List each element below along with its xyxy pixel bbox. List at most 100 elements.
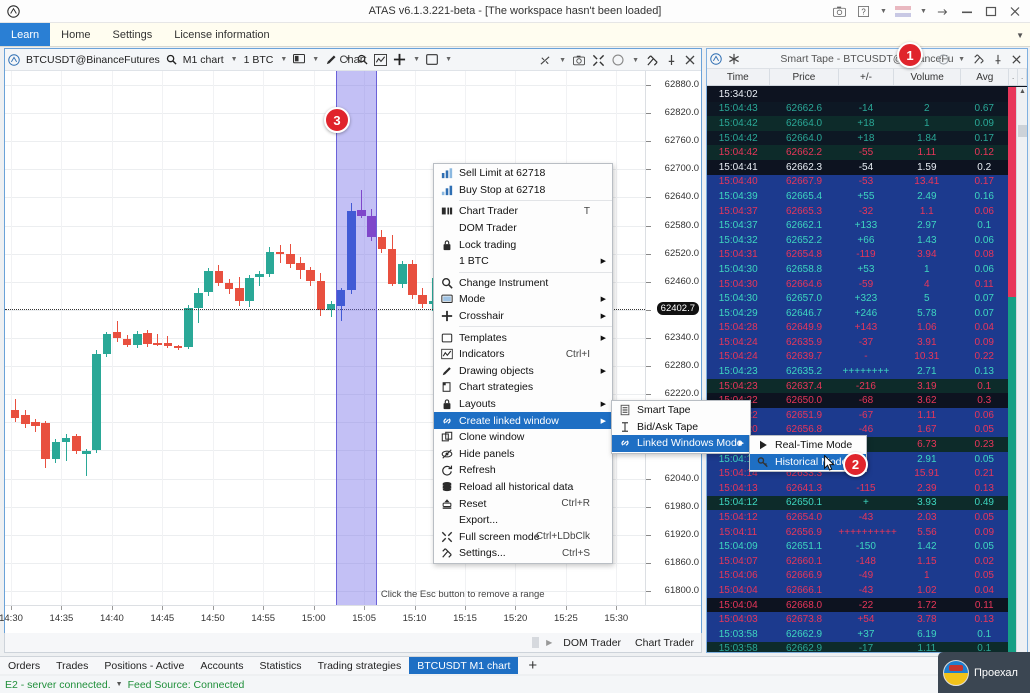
tape-row[interactable]: 15:04:30 62657.0 +323 5 0.07 <box>707 291 1008 306</box>
menu-item-bid-ask-tape[interactable]: Bid/Ask Tape <box>612 419 750 436</box>
tape-row[interactable]: 15:04:24 62639.7 - 10.31 0.22 <box>707 349 1008 365</box>
bottom-tab-btcusdt-m1-chart[interactable]: BTCUSDT M1 chart <box>409 657 519 674</box>
maximize-icon[interactable] <box>980 1 1002 22</box>
tape-row[interactable]: 15:04:37 62665.3 -32 1.1 0.06 <box>707 203 1008 219</box>
menu-item-clone-window[interactable]: Clone window <box>434 429 612 446</box>
menu-item-dom-trader[interactable]: DOM Trader <box>434 220 612 237</box>
chart-context-menu[interactable]: Sell Limit at 62718 Buy Stop at 62718 Char… <box>433 163 613 564</box>
smart-tape-rows[interactable]: 15:34:02 15:04:43 62662.6 -14 2 0.67 15:04:42 6… <box>707 87 1008 652</box>
quantity-caret-icon[interactable]: ▼ <box>280 56 288 63</box>
scrollbar-thumb[interactable] <box>1018 125 1027 137</box>
menu-item-real-time-mode[interactable]: Real-Time Mode <box>750 437 866 454</box>
menu-item-chart-strategies[interactable]: Chart strategies <box>434 379 612 396</box>
menu-item-refresh[interactable]: Refresh <box>434 462 612 479</box>
asterisk-icon[interactable] <box>725 48 743 70</box>
settings-icon[interactable] <box>970 48 988 70</box>
bottom-tab-accounts[interactable]: Accounts <box>200 659 244 672</box>
tape-row[interactable]: 15:04:41 62662.3 -54 1.59 0.2 <box>707 159 1008 175</box>
column-header-avg[interactable]: Avg <box>961 69 1010 85</box>
column-header-time[interactable]: Time <box>707 69 770 85</box>
pencil-icon[interactable] <box>322 49 340 71</box>
window-icon[interactable] <box>423 49 441 71</box>
menu-item-lock-trading[interactable]: Lock trading <box>434 236 612 253</box>
pencil-caret-icon[interactable]: ▼ <box>344 56 352 63</box>
chart-trader-link[interactable]: Chart Trader <box>635 636 694 649</box>
ribbon-tab-license-information[interactable]: License information <box>174 28 270 41</box>
timeframe-caret-icon[interactable]: ▼ <box>230 56 238 63</box>
tape-row[interactable]: 15:04:09 62651.1 -150 1.42 0.05 <box>707 539 1008 554</box>
menu-item-export[interactable]: Export... <box>434 512 612 529</box>
scroll-up-arrow-icon[interactable]: ▲ <box>1019 88 1026 95</box>
tape-row[interactable]: 15:04:43 62662.6 -14 2 0.67 <box>707 101 1008 117</box>
tape-row[interactable]: 15:04:2262650.0-683.620.3 <box>707 393 1008 409</box>
menu-item-templates[interactable]: Templates ▶ <box>434 329 612 346</box>
tape-row[interactable]: 15:04:07 62660.1 -148 1.15 0.02 <box>707 554 1008 569</box>
close-icon[interactable] <box>1008 48 1025 70</box>
tape-row[interactable]: 15:04:42 62664.0 +18 1 0.09 <box>707 116 1008 131</box>
menu-item-full-screen-mode[interactable]: Full screen mode Ctrl+LDbClk <box>434 528 612 545</box>
tape-row[interactable]: 15:04:32 62652.2 +66 1.43 0.06 <box>707 232 1008 248</box>
dom-trader-link[interactable]: DOM Trader <box>563 636 622 649</box>
menu-item-indicators[interactable]: Indicators Ctrl+I <box>434 346 612 363</box>
monitor-caret-icon[interactable]: ▼ <box>312 56 320 63</box>
magnifier-icon[interactable] <box>354 49 371 71</box>
camera-icon[interactable] <box>828 1 850 22</box>
quantity-selector[interactable]: 1 BTC <box>243 53 274 66</box>
tape-row[interactable]: 15:04:12 62650.1 +3.93 0.49 <box>707 495 1008 511</box>
menu-item-smart-tape[interactable]: Smart Tape <box>612 402 750 419</box>
tape-row[interactable]: 15:03:58 62662.9 +37 6.19 0.1 <box>707 626 1008 642</box>
close-icon[interactable] <box>681 49 699 71</box>
bottom-tab-statistics[interactable]: Statistics <box>259 659 302 672</box>
column-header-volume[interactable]: Volume <box>894 69 962 85</box>
create-linked-window-submenu[interactable]: Smart Tape Bid/Ask Tape Linked Windows Mod… <box>611 400 751 454</box>
ribbon-tab-home[interactable]: Home <box>61 28 91 41</box>
menu-item-linked-windows-mode[interactable]: Linked Windows Mode ▶ <box>612 435 750 452</box>
chart-range-selection[interactable] <box>336 71 377 605</box>
tape-row[interactable]: 15:04:23 62635.2 ++++++++ 2.71 0.13 <box>707 364 1008 379</box>
menu-item-create-linked-window[interactable]: Create linked window ▶ <box>434 412 612 429</box>
search-icon[interactable] <box>163 49 180 71</box>
column-header-price[interactable]: Price <box>770 69 840 85</box>
column-header-extra-2[interactable]: . <box>1018 69 1028 85</box>
scroll-thumb[interactable] <box>532 637 540 648</box>
help-icon[interactable]: ? <box>852 1 874 22</box>
tape-row[interactable]: 15:04:30 62664.6 -59 4 0.11 <box>707 276 1008 292</box>
circle-caret-icon[interactable]: ▼ <box>958 55 965 63</box>
tape-row[interactable]: 15:04:28 62649.9 +143 1.06 0.04 <box>707 320 1008 336</box>
tape-row[interactable]: 15:04:06 62666.9 -49 1 0.05 <box>707 568 1008 584</box>
tape-row[interactable]: 15:04:13 62641.3 -115 2.39 0.13 <box>707 481 1008 496</box>
tape-row[interactable]: 15:04:42 62664.0 +18 1.84 0.17 <box>707 130 1008 146</box>
menu-item-drawing-objects[interactable]: Drawing objects ▶ <box>434 363 612 380</box>
help-dropdown-caret[interactable]: ▼ <box>880 8 887 15</box>
tape-row[interactable]: 15:04:04 62666.1 -43 1.02 0.04 <box>707 583 1008 598</box>
plus-caret-icon[interactable]: ▼ <box>413 56 421 63</box>
language-dropdown-caret[interactable]: ▼ <box>920 8 927 15</box>
pin-icon[interactable] <box>990 48 1006 70</box>
tape-row[interactable]: 15:04:37 62662.1 +133 2.97 0.1 <box>707 218 1008 233</box>
smart-tape-scrollbar[interactable]: ▲ <box>1016 87 1027 652</box>
tape-row[interactable]: 15:04:42 62662.2 -55 1.11 0.12 <box>707 145 1008 160</box>
fullscreen-icon[interactable] <box>589 49 608 71</box>
circle-icon[interactable] <box>935 48 952 70</box>
instrument-label[interactable]: BTCUSDT@BinanceFutures <box>26 53 160 66</box>
bottom-tab-trades[interactable]: Trades <box>56 659 89 672</box>
monitor-icon[interactable] <box>290 49 308 71</box>
minimize-icon[interactable] <box>956 1 978 22</box>
tape-row[interactable]: 15:04:31 62654.8 -119 3.94 0.08 <box>707 247 1008 263</box>
notification-popup[interactable]: Проехал <box>938 652 1030 693</box>
ribbon-tab-settings[interactable]: Settings <box>112 28 153 41</box>
tape-row[interactable]: 15:04:23 62637.4 -216 3.19 0.1 <box>707 378 1008 394</box>
menu-item-buy-stop-at-62718[interactable]: Buy Stop at 62718 <box>434 182 612 199</box>
tape-row[interactable]: 15:34:02 <box>707 87 1008 102</box>
add-tab-button[interactable]: + <box>528 657 538 674</box>
bottom-tab-orders[interactable]: Orders <box>8 659 41 672</box>
close-icon[interactable] <box>1004 1 1026 22</box>
tape-row[interactable]: 15:03:58 62662.9 -17 1.11 0.1 <box>707 641 1008 652</box>
tape-row[interactable]: 15:04:04 62668.0 -22 1.72 0.11 <box>707 597 1008 613</box>
timeframe-selector[interactable]: M1 chart <box>182 53 224 66</box>
circle-icon[interactable] <box>609 49 627 71</box>
tape-row[interactable]: 15:04:03 62673.8 +54 3.78 0.13 <box>707 612 1008 627</box>
column-header-delta[interactable]: +/- <box>839 69 894 85</box>
scroll-right-arrow-icon[interactable]: ▶ <box>546 638 553 647</box>
menu-item-1-btc[interactable]: 1 BTC ▶ <box>434 253 612 270</box>
